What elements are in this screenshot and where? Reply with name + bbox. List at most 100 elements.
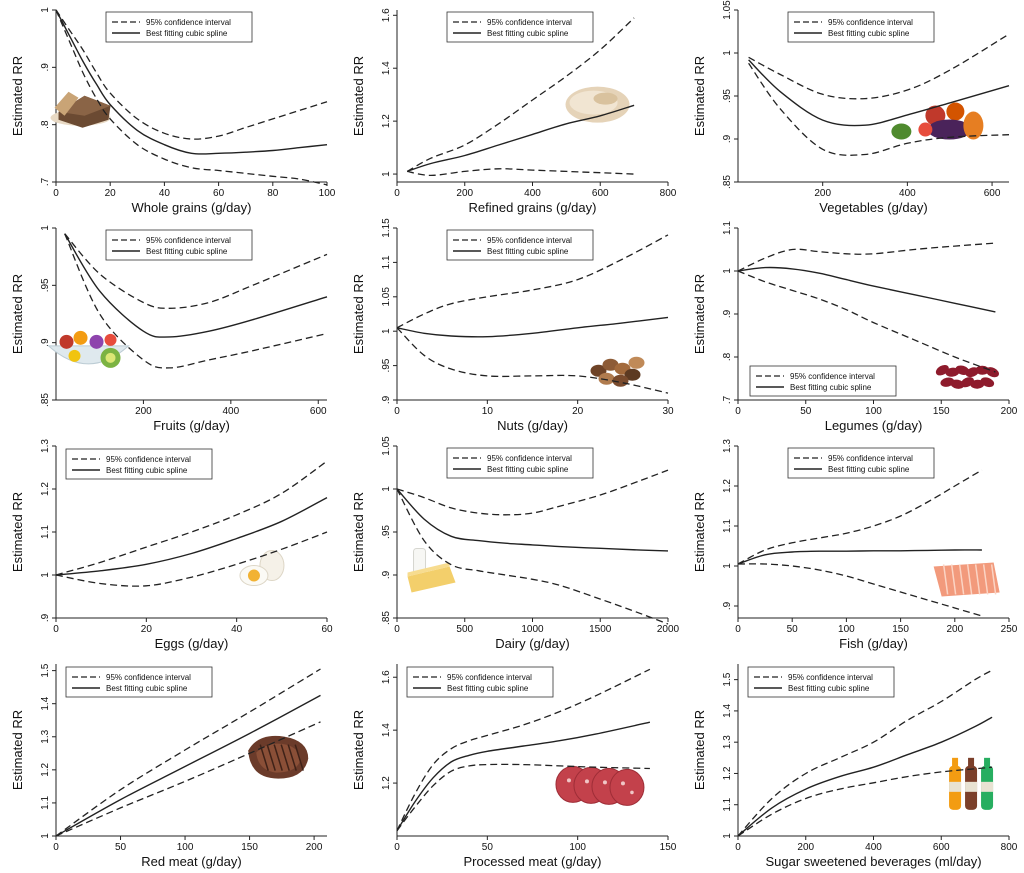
- x-tick-label: 20: [572, 406, 584, 417]
- chart-sugar-sweetened-beverages: 1 1.1 1.2 1.3 1.4 1.5 0 200 400 600 800 Estimated R…: [692, 664, 1018, 869]
- chart-refined-grains: 1 1.2 1.4 1.6 0 200 400 600 800 Estimated RR Refin…: [351, 8, 677, 215]
- y-tick-label: 1.1: [40, 525, 51, 539]
- y-tick-label: 1.1: [381, 255, 392, 269]
- legend: 95% confidence interval Best fitting cubi…: [446, 229, 594, 261]
- chart-processed-meat: 1.2 1.4 1.6 0 50 100 150 Estimated RR Processed …: [351, 664, 677, 869]
- legend: 95% confidence interval Best fitting cubi…: [446, 447, 594, 479]
- x-tick-label: 600: [933, 842, 950, 853]
- spline-line: [406, 104, 635, 173]
- x-tick-label: 20: [141, 624, 153, 635]
- chart-panel-red-meat: 1 1.1 1.2 1.3 1.4 1.5 0 50 100 150 200 Estimated RR…: [0, 654, 341, 872]
- ci-upper-line: [396, 469, 669, 516]
- fruit-bowl-image: [47, 330, 130, 368]
- eggs-image: [239, 550, 285, 587]
- y-tick-label: 1: [722, 50, 733, 56]
- chart-panel-nuts: .9 .95 1 1.05 1.1 1.15 0 10 20 30 Estimated RR Nuts…: [341, 218, 682, 436]
- legend-ci-label: 95% confidence interval: [146, 236, 231, 245]
- ci-lower-line: [396, 763, 650, 832]
- x-tick-label: 100: [838, 624, 855, 635]
- nuts-image: [590, 356, 645, 387]
- y-tick-label: 1.4: [381, 61, 392, 75]
- ci-upper-line: [64, 233, 328, 309]
- legend-spline-label: Best fitting cubic spline: [790, 383, 872, 392]
- legend-ci-label: 95% confidence interval: [487, 236, 572, 245]
- ci-lower-line: [55, 9, 328, 186]
- y-axis-label: Estimated RR: [10, 274, 25, 354]
- x-tick-label: 150: [660, 842, 677, 853]
- chart-panel-whole-grains: .7 .8 .9 1 0 20 40 60 80 100 Estimated RR Whole gra…: [0, 0, 341, 218]
- x-tick-label: 50: [800, 406, 812, 417]
- ci-upper-line: [748, 33, 1010, 100]
- legend: 95% confidence interval Best fitting cubi…: [747, 666, 895, 698]
- chart-fish: .9 1 1.1 1.2 1.3 0 50 100 150 200 250 Estimated RR F…: [692, 439, 1018, 651]
- x-tick-label: 400: [222, 406, 239, 417]
- y-axis-label: Estimated RR: [10, 56, 25, 136]
- y-tick-label: 1.3: [722, 735, 733, 749]
- x-tick-label: 100: [177, 842, 194, 853]
- x-tick-label: 0: [394, 188, 400, 199]
- x-axis-label: Vegetables (g/day): [819, 200, 927, 215]
- spline-line: [64, 233, 328, 338]
- x-axis-label: Refined grains (g/day): [469, 200, 597, 215]
- x-tick-label: 0: [394, 624, 400, 635]
- ci-lower-line: [396, 488, 669, 625]
- x-tick-label: 100: [319, 188, 336, 199]
- y-tick-label: 1.1: [40, 796, 51, 810]
- x-tick-label: 600: [310, 406, 327, 417]
- chart-panel-dairy: .85 .9 .95 1 1.05 0 500 1000 1500 2000 Estimated R…: [341, 436, 682, 654]
- x-tick-label: 400: [524, 188, 541, 199]
- x-tick-label: 1500: [589, 624, 612, 635]
- y-tick-label: 1: [722, 268, 733, 274]
- y-tick-label: .9: [40, 613, 51, 622]
- y-tick-label: .9: [40, 338, 51, 347]
- y-tick-label: .9: [381, 570, 392, 579]
- chart-panel-eggs: .9 1 1.1 1.2 1.3 0 20 40 60 Estimated RR Eggs (g/d…: [0, 436, 341, 654]
- y-tick-label: 1.2: [722, 766, 733, 780]
- y-tick-label: .85: [40, 393, 51, 407]
- y-tick-label: .9: [381, 395, 392, 404]
- chart-vegetables: .85 .9 .95 1 1.05 200 400 600 Estimated RR Vegeta…: [692, 0, 1010, 215]
- bread-image: [50, 91, 111, 128]
- legend: 95% confidence interval Best fitting cubi…: [787, 447, 935, 479]
- y-tick-label: .95: [381, 525, 392, 539]
- x-axis-label: Nuts (g/day): [497, 418, 568, 433]
- legend-spline-label: Best fitting cubic spline: [146, 247, 228, 256]
- y-tick-label: 1: [40, 572, 51, 578]
- x-tick-label: 250: [1001, 624, 1018, 635]
- y-tick-label: 1.2: [381, 114, 392, 128]
- y-axis-label: Estimated RR: [351, 274, 366, 354]
- ci-upper-line: [737, 469, 983, 565]
- y-tick-label: 1.05: [722, 0, 733, 20]
- y-tick-label: .9: [40, 63, 51, 72]
- x-tick-label: 40: [159, 188, 171, 199]
- x-tick-label: 0: [394, 842, 400, 853]
- ci-upper-line: [396, 234, 669, 329]
- y-axis-label: Estimated RR: [10, 710, 25, 790]
- x-tick-label: 2000: [657, 624, 680, 635]
- legend: 95% confidence interval Best fitting cubi…: [65, 666, 213, 698]
- x-tick-label: 400: [899, 188, 916, 199]
- x-tick-label: 200: [306, 842, 323, 853]
- steak-image: [248, 735, 309, 779]
- y-tick-label: 1.3: [722, 439, 733, 453]
- x-axis-label: Fish (g/day): [839, 636, 908, 651]
- legend-ci-label: 95% confidence interval: [788, 673, 873, 682]
- y-tick-label: 1.3: [40, 729, 51, 743]
- spline-line: [55, 9, 328, 155]
- ci-lower-line: [396, 327, 669, 394]
- chart-whole-grains: .7 .8 .9 1 0 20 40 60 80 100 Estimated RR Whole gra…: [10, 7, 336, 215]
- x-tick-label: 10: [482, 406, 494, 417]
- x-tick-label: 600: [592, 188, 609, 199]
- y-tick-label: 1.4: [381, 723, 392, 737]
- y-tick-label: .7: [40, 177, 51, 186]
- y-tick-label: .95: [722, 89, 733, 103]
- x-axis-label: Processed meat (g/day): [463, 854, 601, 869]
- milk-cheese-image: [407, 547, 456, 593]
- legend: 95% confidence interval Best fitting cubi…: [446, 11, 594, 43]
- spline-line: [737, 549, 982, 565]
- ci-lower-line: [737, 270, 996, 373]
- y-tick-label: 1.4: [40, 696, 51, 710]
- y-tick-label: 1: [40, 7, 51, 13]
- y-tick-label: .7: [722, 395, 733, 404]
- ci-lower-line: [64, 233, 328, 369]
